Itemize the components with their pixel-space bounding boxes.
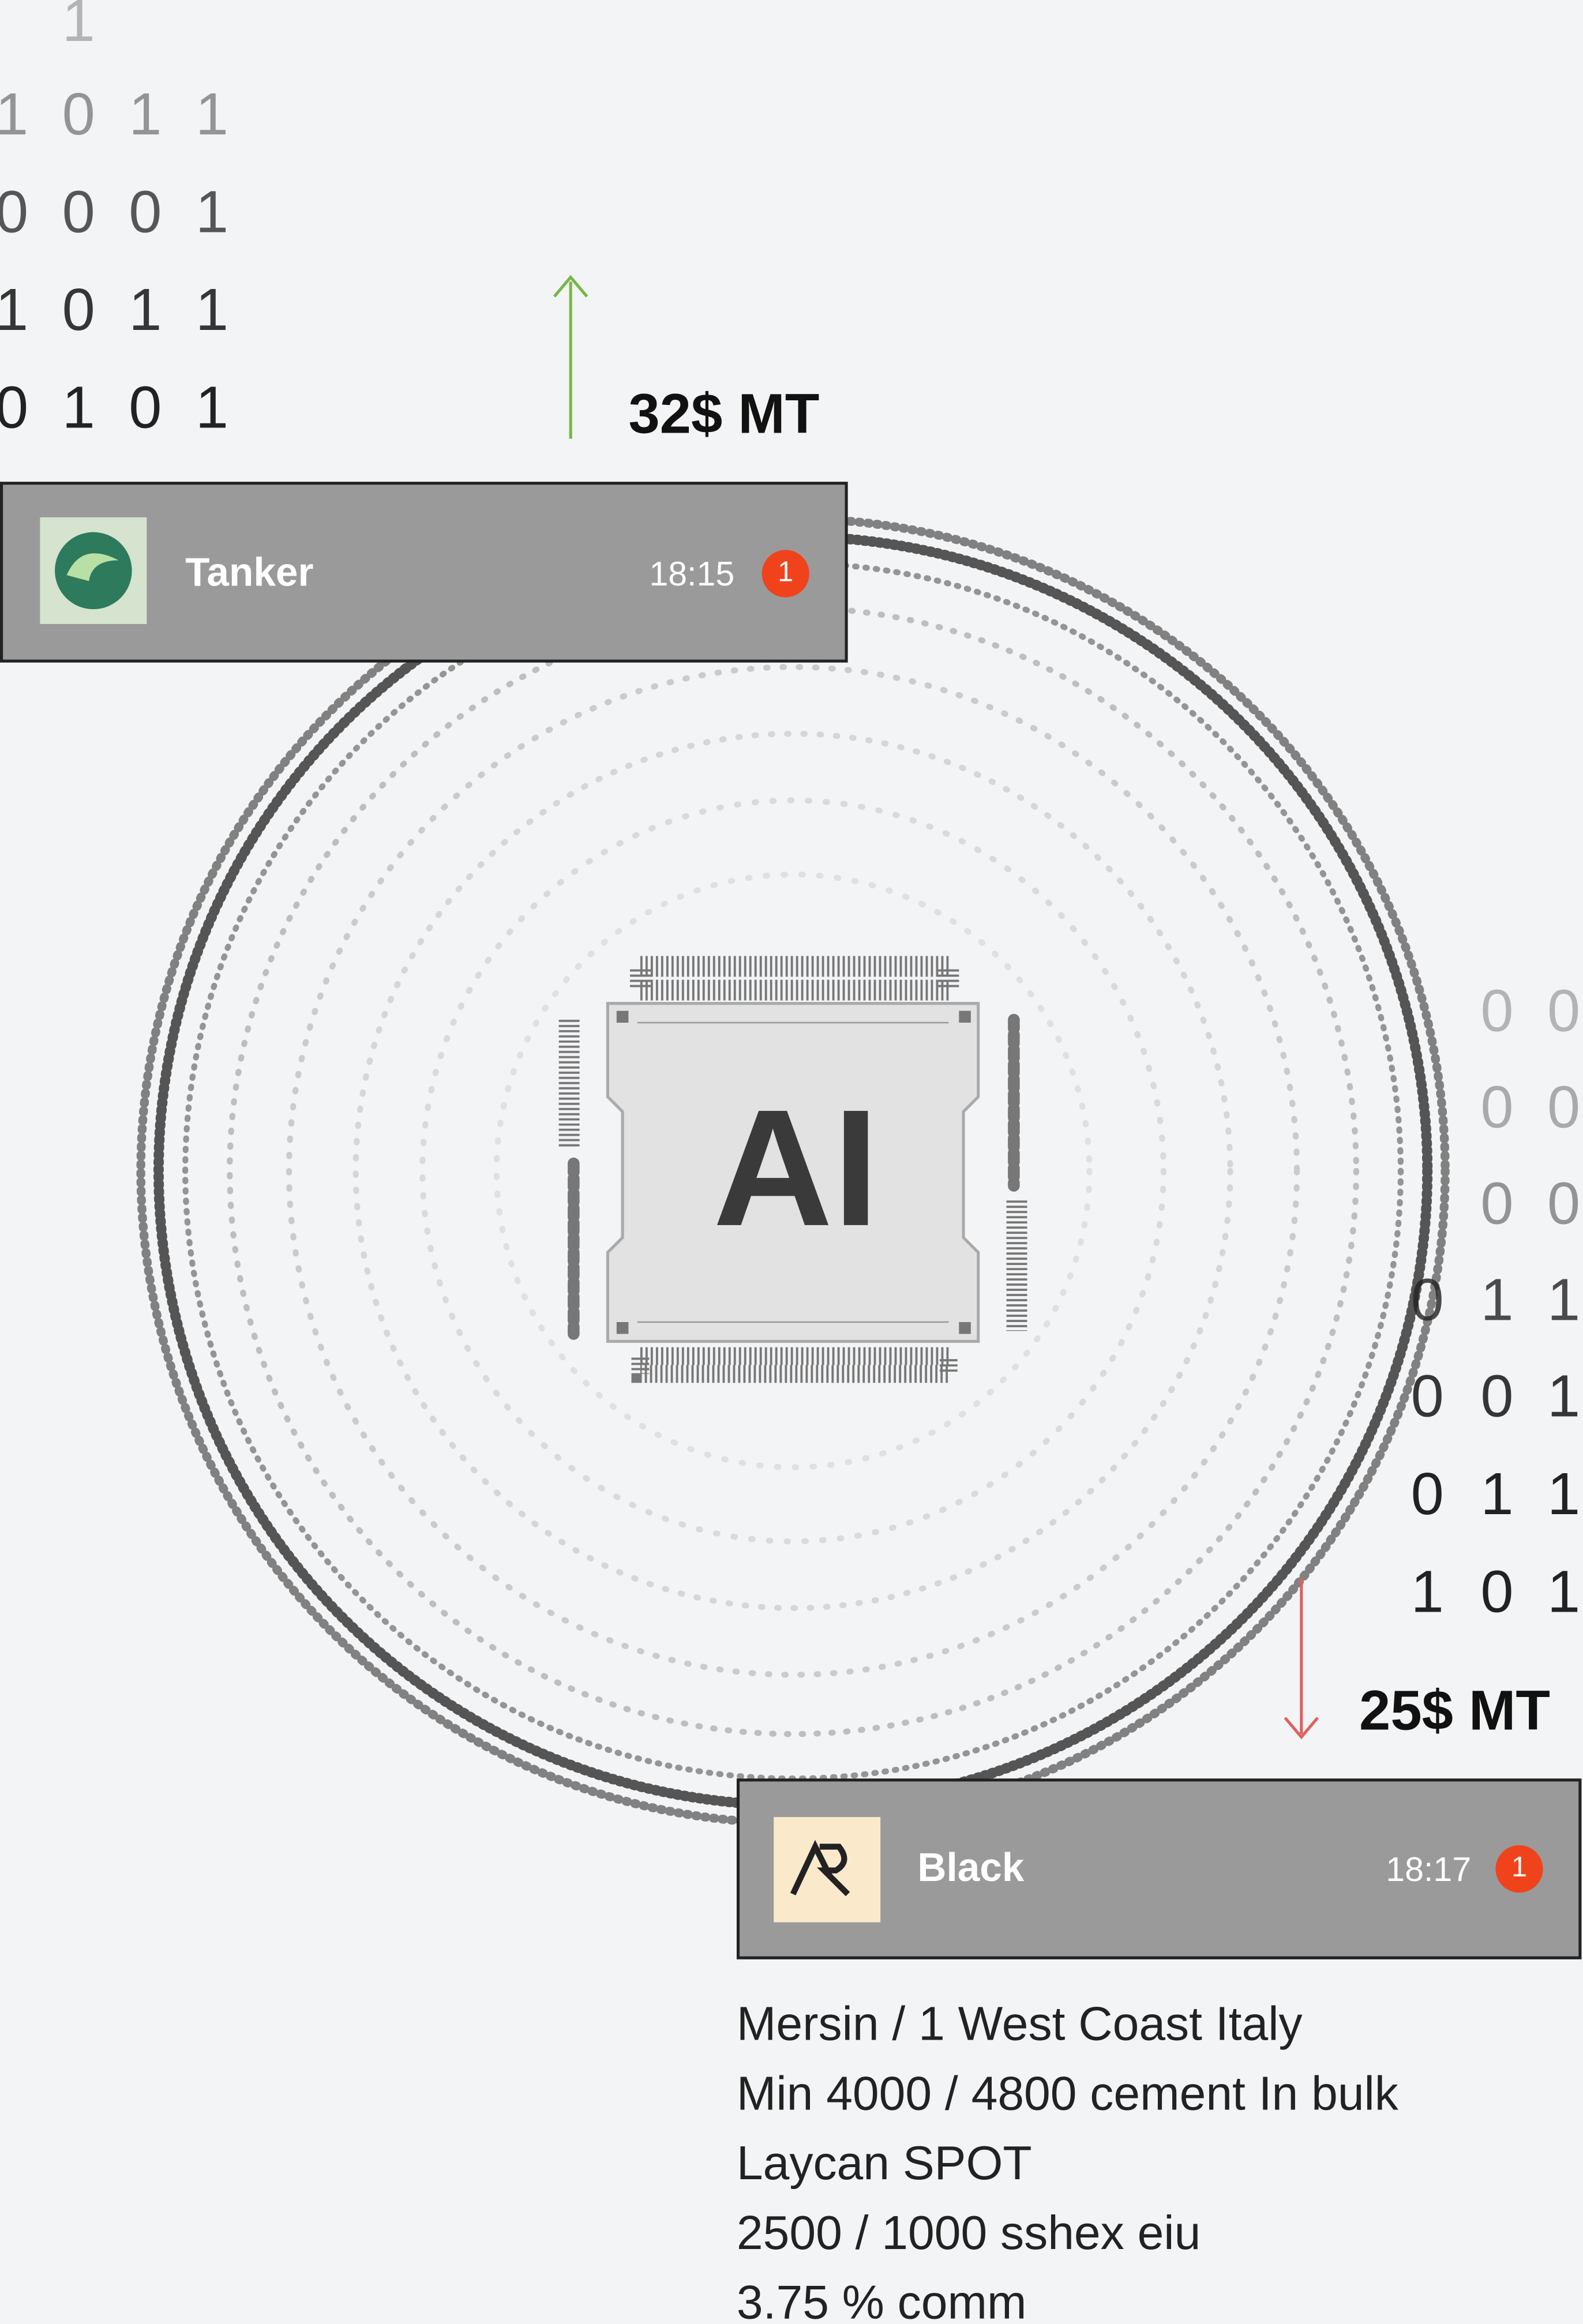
app-icon-logo: [55, 532, 132, 610]
binary-digit: 1: [1480, 1461, 1513, 1527]
binary-digit: 0: [1411, 1266, 1444, 1332]
binary-digit: 0: [1547, 1073, 1580, 1140]
ring: [419, 797, 1167, 1545]
binary-digit: 0: [62, 178, 95, 245]
price: 25$ MT: [1359, 1679, 1550, 1742]
binary-digit: 1: [1547, 1266, 1580, 1332]
chip-corner: [959, 1321, 971, 1334]
offer-card: 32$ MT Tanker 18:15 1: [0, 275, 848, 663]
time: 18:15: [649, 555, 734, 593]
ring: [286, 664, 1300, 1678]
detail-line: 2500 / 1000 sshex eiu: [737, 2207, 1201, 2259]
binary-digit: 0: [1480, 1558, 1513, 1624]
chip-pins: [631, 1347, 958, 1383]
binary-digit: 1: [196, 374, 228, 441]
binary-digit: 1: [1547, 1461, 1580, 1527]
binary-digit: 1: [0, 81, 28, 147]
badge-bg: [1495, 1845, 1543, 1893]
ring: [352, 730, 1233, 1611]
badge: 1: [778, 556, 793, 587]
binary-digit: 0: [1480, 1170, 1513, 1236]
price: 32$ MT: [628, 382, 819, 445]
binary-digit: 0: [62, 276, 95, 343]
offer-card: 25$ MT Black 18:17 1: [736, 1578, 1582, 1959]
ring: [493, 871, 1093, 1470]
binary-digit: 1: [196, 81, 228, 147]
binary-digit: 0: [1480, 1362, 1513, 1429]
binary-digit: 1: [0, 276, 28, 343]
app-icon-logo: [790, 1839, 850, 1897]
binary-digit: 0: [62, 81, 95, 147]
sender: Black: [917, 1845, 1025, 1890]
app-icon-logo: [66, 553, 119, 581]
binary-digit: 0: [1411, 1362, 1444, 1429]
chip-corner: [959, 1011, 971, 1023]
binary-digit: 1: [1547, 1362, 1580, 1429]
detail-line: Mersin / 1 West Coast Italy: [737, 1998, 1303, 2051]
binary-digit: 0: [1411, 1461, 1444, 1527]
binary-digit: 1: [129, 276, 162, 343]
binary-digit: 1: [1411, 1558, 1444, 1624]
chip-corner: [616, 1011, 629, 1023]
badge-bg: [762, 550, 809, 598]
binary-digit: 0: [129, 178, 162, 245]
binary-digit: 1: [129, 81, 162, 147]
offer-details: Mersin / 1 West Coast Italy Min 4000 / 48…: [737, 1998, 1399, 2324]
binary-digit: 0: [0, 178, 28, 245]
binary-digit: 0: [129, 374, 162, 441]
binary-digit: 1: [1480, 1266, 1513, 1332]
chip-body: [606, 1002, 980, 1343]
notification[interactable]: [736, 1778, 1582, 1959]
up-arrow-head: [553, 275, 588, 298]
chip: AI: [558, 956, 1027, 1383]
binary-digit: 1: [62, 374, 95, 441]
binary-digit: 1: [62, 0, 95, 54]
binary-digit: 0: [0, 374, 28, 441]
detail-line: Laycan SPOT: [737, 2137, 1032, 2190]
binary-digit: 0: [1480, 977, 1513, 1043]
detail-line: 3.75 % comm: [737, 2277, 1027, 2324]
binary-digit: 0: [1547, 1170, 1580, 1236]
down-arrow-head: [1284, 1717, 1319, 1740]
binary-digit: 1: [196, 178, 228, 245]
badge: 1: [1511, 1852, 1527, 1883]
binary-digit: 1: [196, 276, 228, 343]
chip-label: AI: [713, 1075, 879, 1260]
binary-digit: 1: [1547, 1558, 1580, 1624]
detail-line: Min 4000 / 4800 cement In bulk: [737, 2067, 1399, 2120]
sender: Tanker: [185, 549, 313, 594]
chip-corner: [616, 1321, 629, 1334]
binary-digit: 0: [1480, 1073, 1513, 1140]
binary-digit: 0: [1547, 977, 1580, 1043]
binary-digits: 11011000110110101000000011001011101: [0, 0, 1580, 1624]
time: 18:17: [1386, 1850, 1471, 1889]
